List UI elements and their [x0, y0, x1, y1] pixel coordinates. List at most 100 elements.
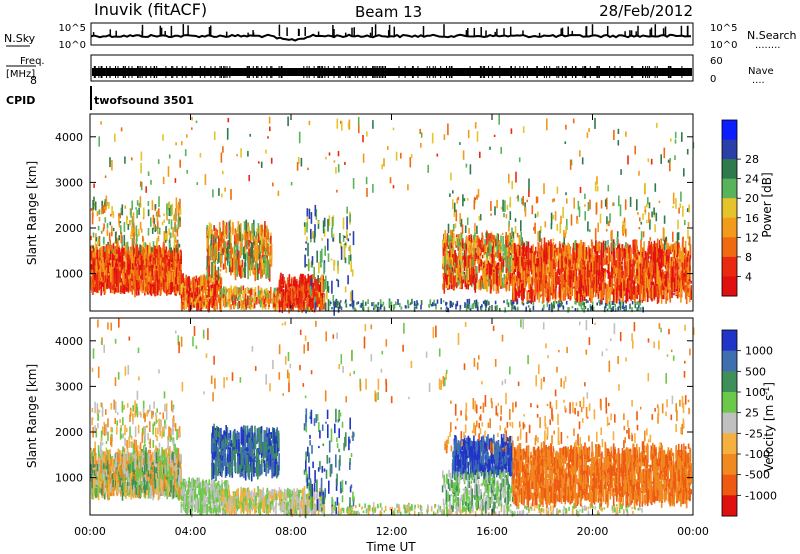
power-echo	[223, 286, 225, 295]
power-echo	[435, 305, 437, 310]
power-echo	[318, 262, 320, 274]
power-echo	[206, 299, 208, 308]
power-echo	[478, 260, 480, 264]
power-echo	[207, 289, 209, 298]
power-echo	[260, 257, 262, 269]
power-echo	[177, 253, 180, 261]
power-echo	[284, 305, 287, 310]
power-echo	[320, 304, 322, 311]
power-echo	[286, 292, 288, 296]
power-echo	[345, 303, 348, 308]
power-echo	[527, 305, 530, 308]
power-echo	[204, 294, 206, 299]
power-echo	[629, 303, 631, 310]
power-echo	[246, 298, 248, 304]
power-echo	[136, 280, 138, 296]
power-echo	[295, 293, 298, 298]
power-echo	[172, 287, 175, 290]
power-echo	[222, 263, 225, 270]
power-echo	[266, 225, 268, 238]
power-echo	[161, 266, 164, 271]
power-echo	[321, 279, 323, 294]
power-echo	[225, 225, 227, 234]
power-echo	[234, 304, 236, 308]
power-echo	[163, 279, 165, 283]
power-echo	[482, 268, 484, 278]
power-echo	[99, 283, 102, 286]
beam-title: Beam 13	[355, 3, 422, 21]
power-echo	[313, 266, 315, 279]
power-echo	[264, 221, 266, 237]
power-echo	[118, 259, 121, 263]
power-echo	[252, 257, 254, 268]
power-echo	[131, 256, 133, 271]
power-echo	[190, 289, 193, 296]
power-echo	[220, 288, 223, 298]
power-echo	[140, 264, 142, 280]
power-echo	[104, 248, 106, 252]
power-echo	[486, 264, 488, 275]
power-echo	[468, 252, 470, 255]
power-echo	[574, 308, 577, 311]
power-echo	[490, 264, 492, 276]
power-echo	[266, 260, 268, 276]
power-echo	[210, 243, 213, 251]
power-echo	[148, 262, 151, 277]
power-echo	[244, 247, 247, 255]
power-echo	[117, 257, 120, 261]
power-echo	[253, 255, 256, 263]
power-echo	[207, 230, 209, 243]
power-echo	[211, 288, 214, 296]
power-echo	[224, 295, 227, 300]
power-echo	[275, 290, 277, 296]
power-echo	[174, 263, 177, 269]
power-echo	[180, 294, 183, 299]
power-echo	[499, 253, 501, 262]
power-echo	[160, 269, 163, 278]
power-echo	[510, 245, 512, 250]
power-echo	[223, 221, 226, 240]
power-echo	[598, 299, 600, 303]
power-echo	[249, 302, 251, 305]
power-echo	[288, 300, 291, 308]
power-echo	[294, 276, 296, 288]
power-echo	[153, 260, 156, 273]
power-echo	[642, 307, 644, 313]
power-echo	[172, 251, 175, 259]
power-echo	[194, 283, 197, 293]
power-echo	[147, 257, 149, 261]
power-echo	[233, 253, 235, 271]
power-echo	[240, 286, 242, 294]
power-echo	[101, 200, 103, 213]
power-echo	[231, 289, 233, 296]
power-echo	[484, 308, 487, 311]
power-scatter	[90, 114, 695, 316]
power-echo	[307, 303, 310, 308]
power-echo	[238, 224, 241, 238]
power-echo	[236, 293, 239, 296]
power-echo	[125, 286, 128, 292]
power-echo	[248, 246, 251, 249]
power-echo	[333, 259, 336, 266]
power-echo	[164, 278, 167, 294]
power-echo	[132, 237, 134, 246]
power-echo	[194, 279, 196, 285]
power-echo	[137, 283, 139, 289]
power-echo	[97, 251, 100, 258]
power-echo	[179, 261, 181, 271]
power-echo	[164, 250, 167, 253]
power-echo	[240, 236, 243, 244]
power-echo	[214, 232, 216, 235]
power-echo	[102, 238, 105, 243]
power-echo	[96, 271, 99, 286]
power-echo	[225, 299, 228, 302]
power-echo	[318, 303, 320, 307]
power-echo	[111, 244, 113, 252]
power-echo	[97, 241, 99, 247]
power-echo	[113, 241, 116, 244]
power-echo	[246, 286, 249, 294]
power-echo	[208, 222, 211, 239]
nsearch-dots: ........	[755, 40, 780, 51]
power-echo	[94, 267, 96, 275]
power-echo	[150, 264, 152, 269]
